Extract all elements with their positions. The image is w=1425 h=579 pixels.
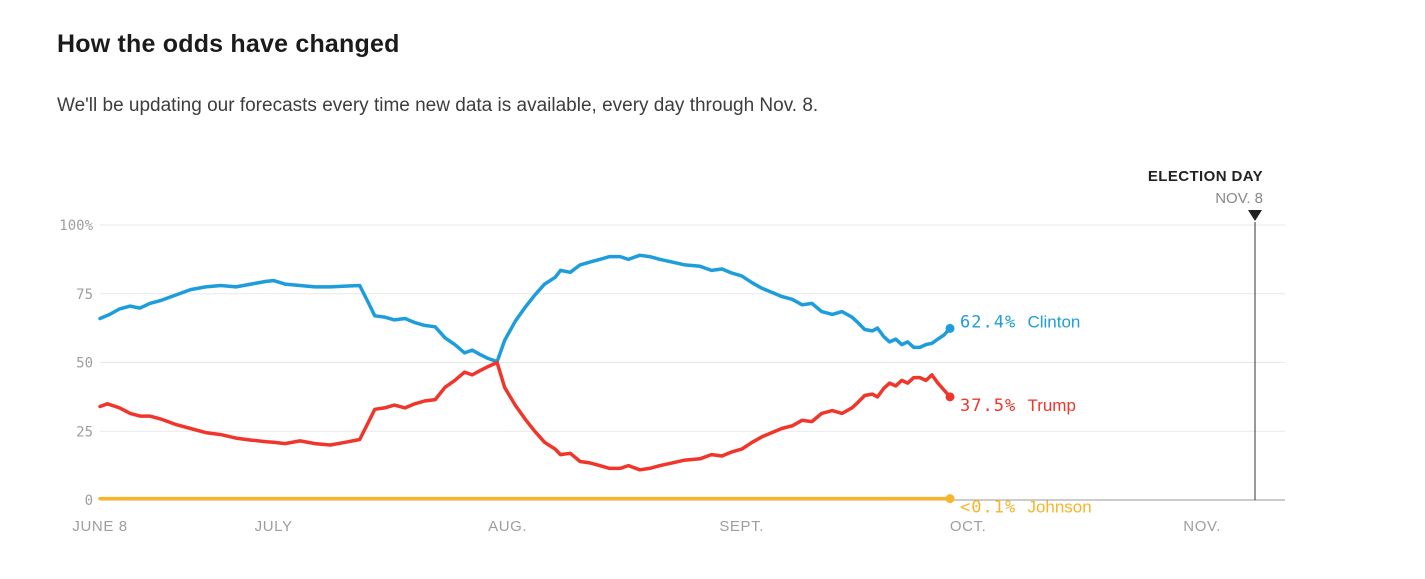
y-tick-label: 75 <box>76 287 93 303</box>
trump-end-label: 37.5% Trump <box>960 396 1076 416</box>
clinton-end-dot <box>945 323 955 333</box>
y-tick-label: 50 <box>76 356 93 372</box>
clinton-line <box>98 253 952 364</box>
y-tick-label: 0 <box>85 493 93 509</box>
johnson-end-dot <box>945 494 955 504</box>
x-tick-label: JULY <box>255 518 293 535</box>
clinton-end-label: 62.4% Clinton <box>960 312 1080 332</box>
x-tick-label: JUNE 8 <box>72 518 127 535</box>
x-tick-label: OCT. <box>950 518 987 535</box>
johnson-end-label: <0.1% Johnson <box>960 498 1092 518</box>
election-day-marker-icon <box>1248 210 1262 221</box>
x-tick-label: AUG. <box>488 518 527 535</box>
y-tick-label: 25 <box>76 424 93 440</box>
x-tick-label: NOV. <box>1183 518 1221 535</box>
trump-line <box>98 360 952 472</box>
election-day-date: NOV. 8 <box>1215 190 1263 207</box>
x-tick-label: SEPT. <box>719 518 764 535</box>
election-day-label: ELECTION DAY <box>1148 168 1263 185</box>
page-subtitle: We'll be updating our forecasts every ti… <box>57 95 819 116</box>
page-title: How the odds have changed <box>57 30 400 58</box>
y-tick-label: 100% <box>59 218 93 234</box>
trump-end-dot <box>945 392 955 402</box>
